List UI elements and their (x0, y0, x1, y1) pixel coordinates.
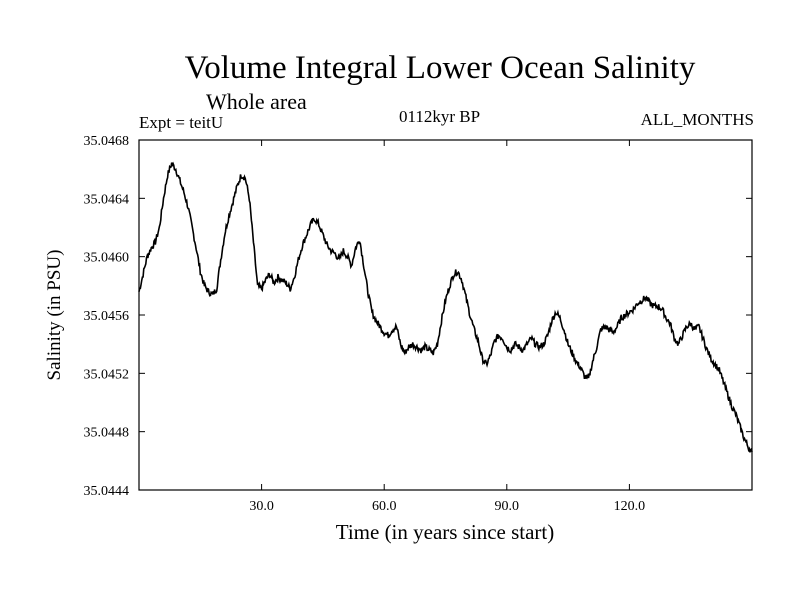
x-tick-label: 60.0 (372, 499, 397, 514)
y-tick-label: 35.0460 (84, 251, 130, 266)
y-tick-label: 35.0452 (84, 367, 130, 382)
y-tick-label: 35.0444 (84, 484, 130, 499)
y-tick-label: 35.0464 (84, 192, 130, 207)
y-tick-label: 35.0456 (84, 309, 130, 324)
period-label: 0112kyr BP (399, 107, 481, 126)
chart-subtitle: Whole area (206, 89, 307, 114)
months-label: ALL_MONTHS (640, 110, 754, 129)
experiment-label: Expt = teitU (139, 113, 224, 132)
plot-frame (138, 139, 753, 491)
y-axis-label: Salinity (in PSU) (44, 250, 65, 381)
y-tick-label: 35.0468 (84, 134, 130, 149)
x-tick-label: 30.0 (249, 499, 274, 514)
x-tick-label: 120.0 (614, 499, 646, 514)
x-axis-label: Time (in years since start) (336, 520, 555, 544)
y-tick-label: 35.0448 (84, 426, 130, 441)
chart-title: Volume Integral Lower Ocean Salinity (184, 50, 696, 86)
x-tick-label: 90.0 (495, 499, 520, 514)
salinity-series-line (138, 161, 753, 453)
